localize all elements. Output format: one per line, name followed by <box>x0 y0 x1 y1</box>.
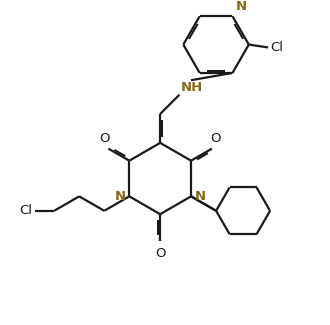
Text: O: O <box>211 132 221 145</box>
Text: N: N <box>235 0 247 13</box>
Text: NH: NH <box>181 81 203 94</box>
Text: Cl: Cl <box>19 204 32 217</box>
Text: N: N <box>195 190 206 203</box>
Text: O: O <box>99 132 110 145</box>
Text: N: N <box>114 190 125 203</box>
Text: O: O <box>155 247 165 260</box>
Text: Cl: Cl <box>270 41 283 54</box>
